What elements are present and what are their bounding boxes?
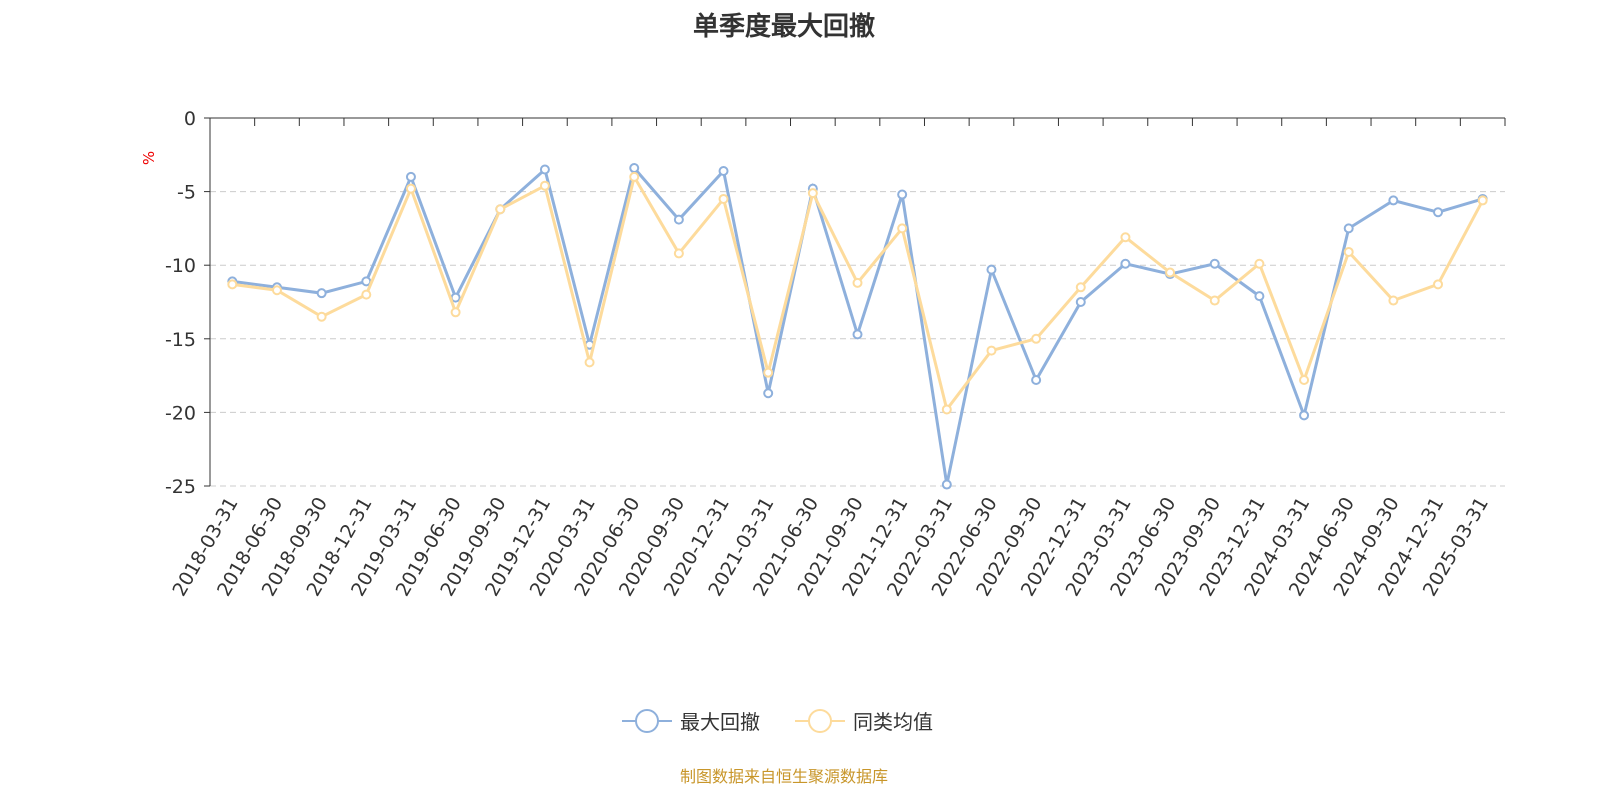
- series-line: [232, 172, 1484, 413]
- data-point: [852, 277, 863, 288]
- data-point: [1120, 232, 1131, 243]
- y-tick-label: -5: [177, 182, 196, 204]
- data-point: [539, 164, 550, 175]
- data-point: [1254, 291, 1265, 302]
- data-point: [941, 479, 952, 490]
- y-tick-label: -10: [165, 255, 196, 277]
- data-point: [495, 204, 506, 215]
- data-point: [1299, 375, 1310, 386]
- data-point: [1433, 207, 1444, 218]
- legend-item[interactable]: 同类均值: [795, 709, 933, 734]
- data-point: [941, 404, 952, 415]
- data-point: [852, 329, 863, 340]
- data-point: [1433, 279, 1444, 290]
- y-tick-label: -25: [165, 476, 196, 498]
- y-axis-unit: %: [140, 151, 158, 165]
- data-point: [763, 388, 774, 399]
- data-point: [1165, 267, 1176, 278]
- data-point: [763, 367, 774, 378]
- data-point: [673, 248, 684, 259]
- legend-circle-icon: [808, 709, 832, 733]
- y-tick-label: -15: [165, 329, 196, 351]
- series-max-drawdown: [227, 163, 1488, 490]
- data-point: [673, 214, 684, 225]
- data-point: [405, 183, 416, 194]
- data-point: [718, 193, 729, 204]
- data-point: [405, 171, 416, 182]
- data-point: [1299, 410, 1310, 421]
- legend-label: 最大回撤: [680, 710, 760, 734]
- data-point: [1343, 246, 1354, 257]
- legend-item[interactable]: 最大回撤: [622, 709, 760, 734]
- data-point: [807, 188, 818, 199]
- data-point: [539, 180, 550, 191]
- data-point: [450, 307, 461, 318]
- data-point: [1075, 297, 1086, 307]
- y-tick-label: -20: [165, 402, 196, 424]
- data-source-footer: 制图数据来自恒生聚源数据库: [679, 767, 888, 786]
- data-point: [1388, 295, 1399, 306]
- data-point: [986, 264, 997, 275]
- data-point: [1031, 375, 1042, 386]
- data-point: [1477, 195, 1488, 206]
- data-point: [584, 357, 595, 368]
- data-point: [1075, 282, 1086, 293]
- data-point: [316, 288, 327, 299]
- data-point: [271, 285, 282, 296]
- data-point: [1388, 195, 1399, 206]
- series-peer-average: [227, 171, 1488, 415]
- data-point: [1209, 258, 1220, 269]
- data-point: [227, 279, 238, 290]
- data-point: [361, 289, 372, 300]
- legend-circle-icon: [635, 709, 659, 733]
- data-point: [316, 311, 327, 322]
- data-point: [1031, 333, 1042, 344]
- data-point: [897, 189, 908, 200]
- data-point: [629, 171, 640, 182]
- data-point: [629, 163, 640, 174]
- legend-label: 同类均值: [853, 710, 933, 734]
- data-point: [1209, 295, 1220, 306]
- data-point: [1343, 223, 1354, 234]
- data-point: [897, 223, 908, 234]
- data-point: [986, 345, 997, 356]
- data-point: [1254, 258, 1265, 269]
- y-tick-label: 0: [184, 108, 196, 130]
- chart-title: 单季度最大回撤: [692, 12, 875, 42]
- data-point: [1120, 258, 1131, 269]
- data-point: [718, 165, 729, 176]
